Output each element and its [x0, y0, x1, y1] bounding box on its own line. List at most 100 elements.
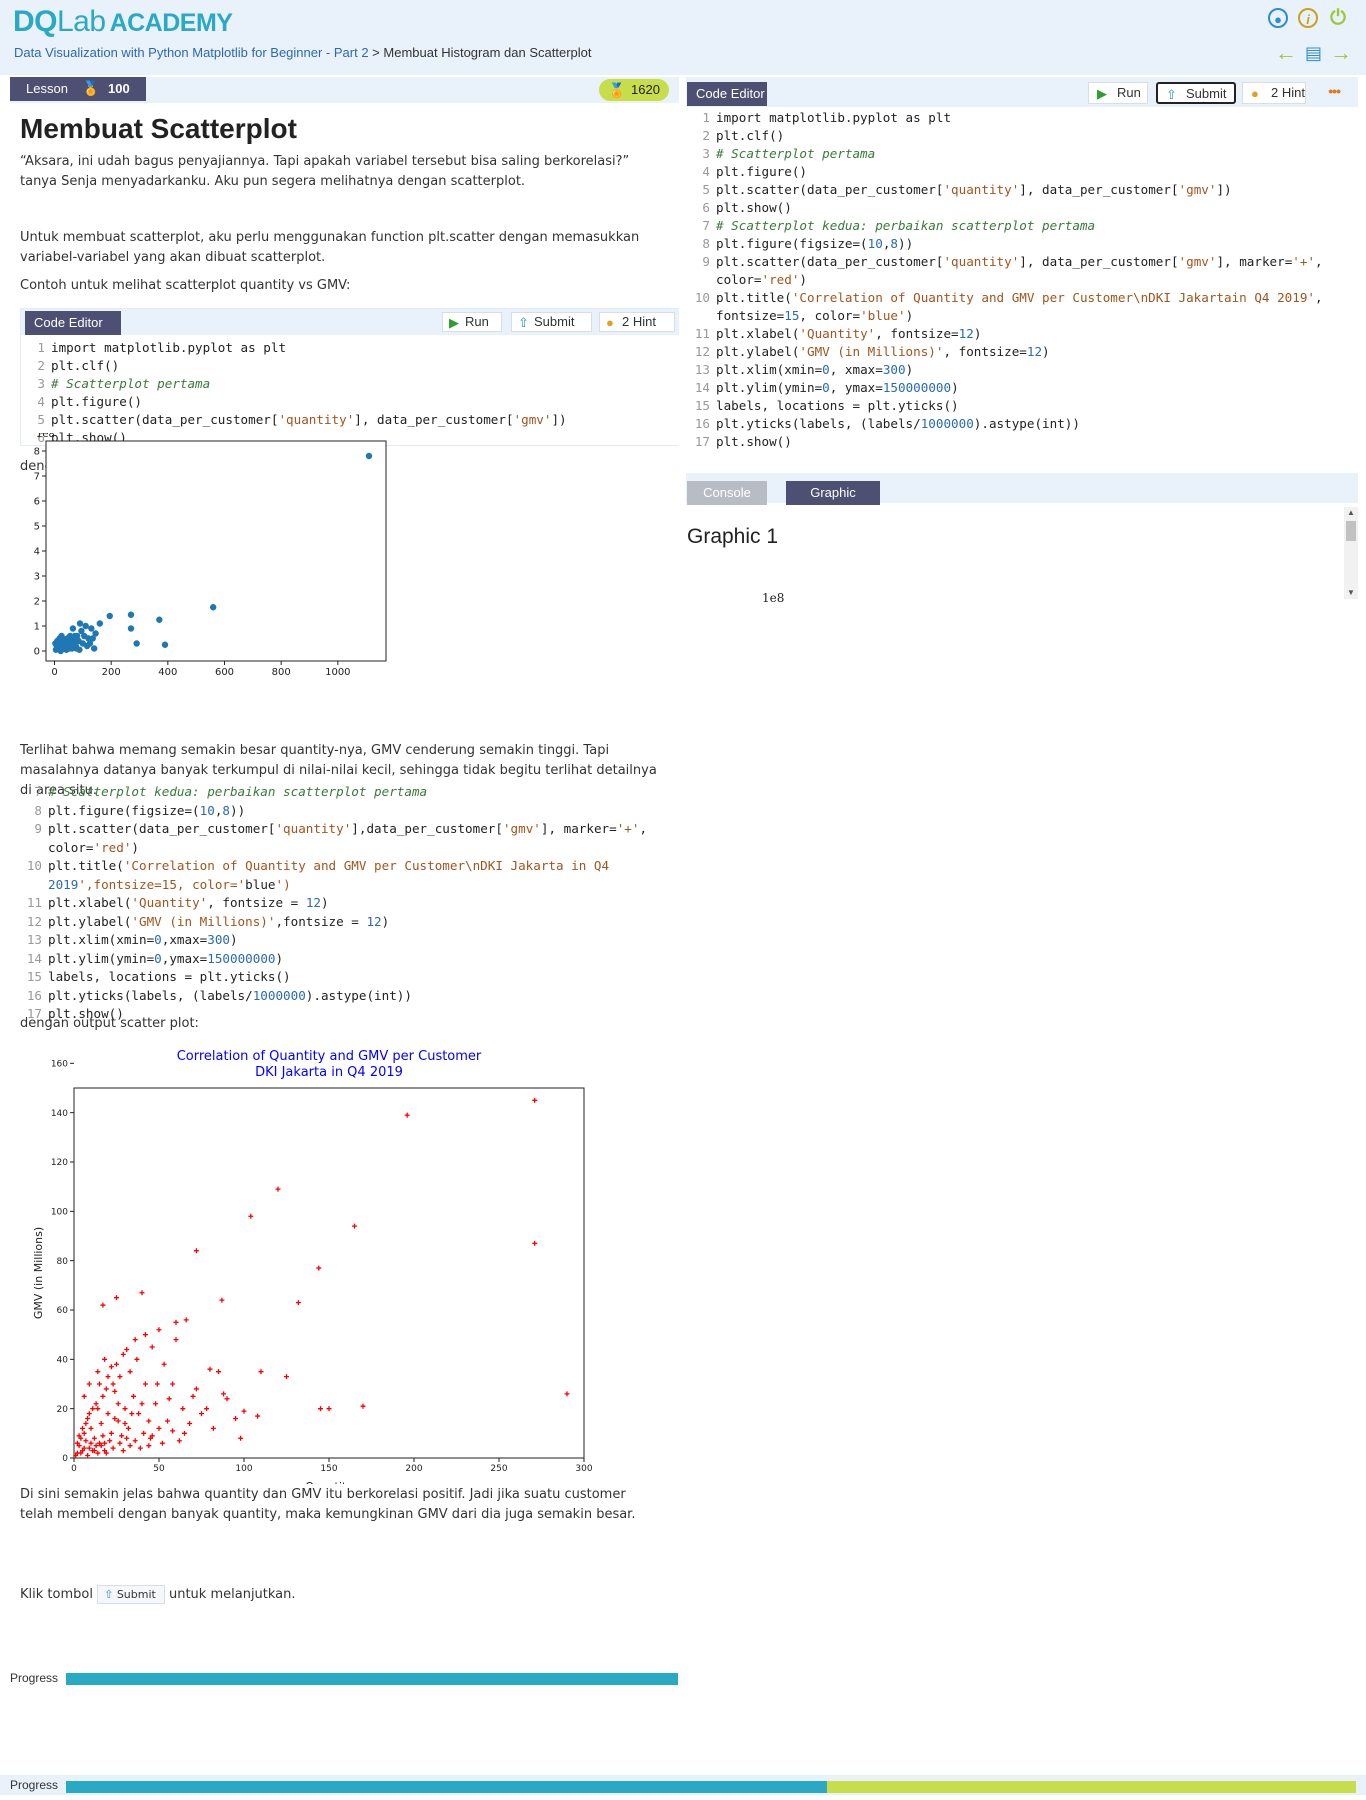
snippet-code-line: 10 plt.title('Correlation of Quantity and… [20, 857, 647, 876]
snippet-code-line: 15 labels, locations = plt.yticks() [20, 968, 647, 987]
data-point [91, 1435, 97, 1441]
data-point [119, 1433, 125, 1439]
x-tick-label: 400 [158, 667, 177, 678]
global-progress-track [66, 1781, 1356, 1793]
submit-button[interactable]: ⇧ Submit [1156, 82, 1236, 104]
data-point [221, 1391, 227, 1397]
data-point [365, 452, 373, 460]
line-number: 11 [694, 326, 710, 341]
lesson-tab-label: Lesson [26, 81, 68, 96]
inline-editor-tab[interactable]: Code Editor [25, 311, 121, 335]
line-number: 5 [702, 182, 710, 197]
data-point [76, 1433, 82, 1439]
arrow-right-icon[interactable]: → [1330, 40, 1352, 65]
data-point [176, 1438, 182, 1444]
line-number: 12 [26, 913, 42, 929]
code-text: color='red') [716, 272, 808, 287]
data-point [165, 1418, 170, 1424]
data-point [183, 1317, 189, 1323]
x-tick-label: 200 [405, 1464, 422, 1474]
play-icon: ▶ [1097, 86, 1107, 101]
tab-console[interactable]: Console [687, 481, 767, 505]
data-point [85, 1416, 91, 1422]
data-point [127, 1369, 133, 1375]
snippet-code-line: 17 plt.show() [20, 1005, 647, 1024]
tab-graphic[interactable]: Graphic [786, 481, 880, 505]
hint-button[interactable]: ● 2 Hint [1242, 82, 1306, 104]
right-code-text[interactable]: 1 import matplotlib.pyplot as plt 2 plt.clf… [688, 109, 1323, 451]
submit-instruction-after: untuk melanjutkan. [168, 1587, 296, 1602]
data-point [83, 1420, 89, 1426]
line-number: 6 [37, 430, 45, 445]
run-label: Run [1117, 85, 1141, 100]
scroll-up-icon[interactable]: ▲ [1347, 508, 1355, 517]
scroll-down-icon[interactable]: ▼ [1347, 588, 1355, 597]
data-point [98, 1420, 104, 1426]
inline-submit-button[interactable]: ⇧ Submit [511, 312, 592, 332]
play-icon: ▶ [449, 315, 459, 330]
data-point [146, 1418, 152, 1424]
data-point [316, 1265, 322, 1271]
right-editor-header: Code Editor ▶ Run ⇧ Submit ● 2 Hint ••• [686, 77, 1358, 107]
right-code-line: 14 plt.ylim(ymin=0, ymax=150000000) [688, 379, 1323, 397]
graphic-scrollbar[interactable]: ▲ ▼ [1344, 507, 1358, 599]
data-point [564, 1391, 570, 1397]
inline-code-text[interactable]: 1 import matplotlib.pyplot as plt 2 plt.clf… [23, 339, 567, 447]
code-text: import matplotlib.pyplot as plt [716, 110, 952, 125]
arrow-left-icon[interactable]: ← [1274, 40, 1297, 65]
user-icon[interactable]: ● [1268, 8, 1288, 28]
y-tick-label: 6 [34, 497, 40, 508]
more-options-icon[interactable]: ••• [1328, 83, 1341, 99]
data-point [180, 1406, 186, 1412]
power-icon[interactable]: ⏻ [1330, 7, 1346, 29]
data-point [96, 620, 104, 627]
lesson-paragraph-submit: Klik tombol ⇧ Submit untuk melanjutkan. [20, 1585, 660, 1605]
lesson-paragraph: dengan output scatter plot: [20, 1016, 199, 1031]
code-text: plt.scatter(data_per_customer['quantity'… [48, 821, 648, 836]
line-number: 14 [694, 380, 710, 395]
code-editor-area[interactable]: 1 import matplotlib.pyplot as plt 2 plt.clf… [686, 107, 1358, 507]
data-point [127, 625, 135, 632]
data-point [131, 1393, 136, 1399]
data-point [107, 1438, 113, 1444]
data-point [224, 1396, 230, 1402]
breadcrumb-course-link[interactable]: Data Visualization with Python Matplotli… [14, 45, 369, 60]
y-tick-label: 7 [34, 472, 40, 483]
line-number: 10 [26, 858, 42, 873]
logo-lab: Lab [57, 5, 106, 38]
scroll-thumb[interactable] [1346, 521, 1356, 541]
y-tick-label: 0 [34, 647, 40, 658]
hint-label: 2 Hint [1271, 85, 1305, 100]
data-point [92, 630, 99, 637]
inline-hint-button[interactable]: ● 2 Hint [599, 312, 675, 332]
inline-submit-chip[interactable]: ⇧ Submit [97, 1585, 165, 1604]
right-code-line: 2 plt.clf() [688, 127, 1323, 145]
right-editor-tab[interactable]: Code Editor [687, 82, 767, 106]
document-icon[interactable]: ▤ [1304, 43, 1322, 63]
plot-area [45, 440, 387, 662]
data-point [124, 1435, 130, 1441]
info-icon[interactable]: i [1298, 8, 1318, 28]
data-point [133, 640, 140, 647]
y-tick-label: 140 [51, 1109, 68, 1119]
data-point [93, 1443, 99, 1449]
data-point [156, 1327, 162, 1333]
line-number: 16 [694, 416, 710, 431]
inline-run-button[interactable]: ▶ Run [442, 312, 502, 332]
lesson-tab[interactable]: Lesson 🏅 100 [10, 77, 146, 101]
code-text: plt.figure() [51, 394, 142, 409]
submit-instruction-before: Klik tombol [20, 1587, 93, 1602]
data-point [95, 1450, 101, 1456]
code-text: plt.scatter(data_per_customer['quantity'… [51, 412, 567, 427]
run-button[interactable]: ▶ Run [1088, 82, 1148, 104]
data-point [122, 1406, 128, 1412]
data-point [295, 1300, 301, 1306]
data-point [122, 1420, 128, 1426]
x-tick-label: 300 [575, 1464, 592, 1474]
data-point [210, 1425, 216, 1431]
right-code-line: 17 plt.show() [688, 433, 1323, 451]
logo[interactable]: DQLab ACADEMY [13, 5, 233, 39]
data-point [69, 625, 77, 632]
data-point [103, 1386, 109, 1392]
data-point [81, 632, 88, 640]
